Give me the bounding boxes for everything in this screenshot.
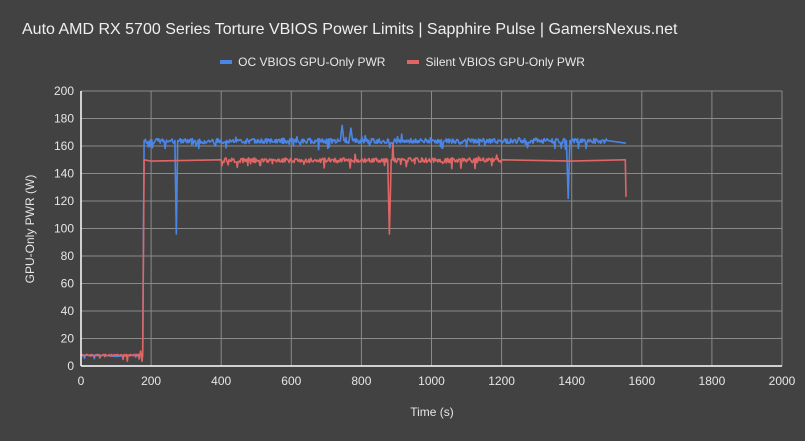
legend-label-oc: OC VBIOS GPU-Only PWR [238, 55, 386, 69]
y-tick-label: 40 [61, 304, 75, 318]
y-tick-label: 180 [54, 112, 74, 126]
chart-title: Auto AMD RX 5700 Series Torture VBIOS Po… [22, 21, 678, 38]
y-tick-label: 140 [54, 167, 74, 181]
y-tick-label: 0 [67, 359, 74, 373]
legend: OC VBIOS GPU-Only PWR Silent VBIOS GPU-O… [0, 55, 805, 69]
x-tick-label: 1000 [418, 374, 445, 388]
legend-swatch-blue-icon [220, 60, 233, 64]
x-tick-label: 0 [78, 374, 85, 388]
series-line-1 [80, 142, 627, 363]
y-tick-label: 120 [54, 194, 74, 208]
gridlines [81, 90, 783, 366]
x-tick-label: 200 [141, 374, 161, 388]
x-tick-label: 1600 [628, 374, 655, 388]
legend-item-silent[interactable]: Silent VBIOS GPU-Only PWR [407, 55, 585, 69]
legend-label-silent: Silent VBIOS GPU-Only PWR [425, 55, 585, 69]
data-series [80, 124, 627, 363]
y-axis-title: GPU-Only PWR (W) [23, 175, 37, 284]
y-tick-label: 200 [54, 84, 74, 98]
x-tick-label: 600 [281, 374, 301, 388]
x-tick-label: 800 [351, 374, 371, 388]
x-axis-title: Time (s) [410, 405, 454, 419]
legend-item-oc[interactable]: OC VBIOS GPU-Only PWR [220, 55, 385, 69]
legend-swatch-red-icon [407, 60, 420, 64]
series-line-0 [80, 124, 627, 360]
y-tick-label: 100 [54, 222, 74, 236]
x-tick-label: 2000 [769, 374, 796, 388]
y-tick-label: 60 [61, 277, 75, 291]
x-tick-label: 400 [211, 374, 231, 388]
y-tick-label: 160 [54, 139, 74, 153]
y-tick-label: 20 [61, 332, 75, 346]
y-tick-label: 80 [61, 249, 75, 263]
x-tick-label: 1800 [699, 374, 726, 388]
x-tick-label: 1200 [488, 374, 515, 388]
x-tick-label: 1400 [558, 374, 585, 388]
